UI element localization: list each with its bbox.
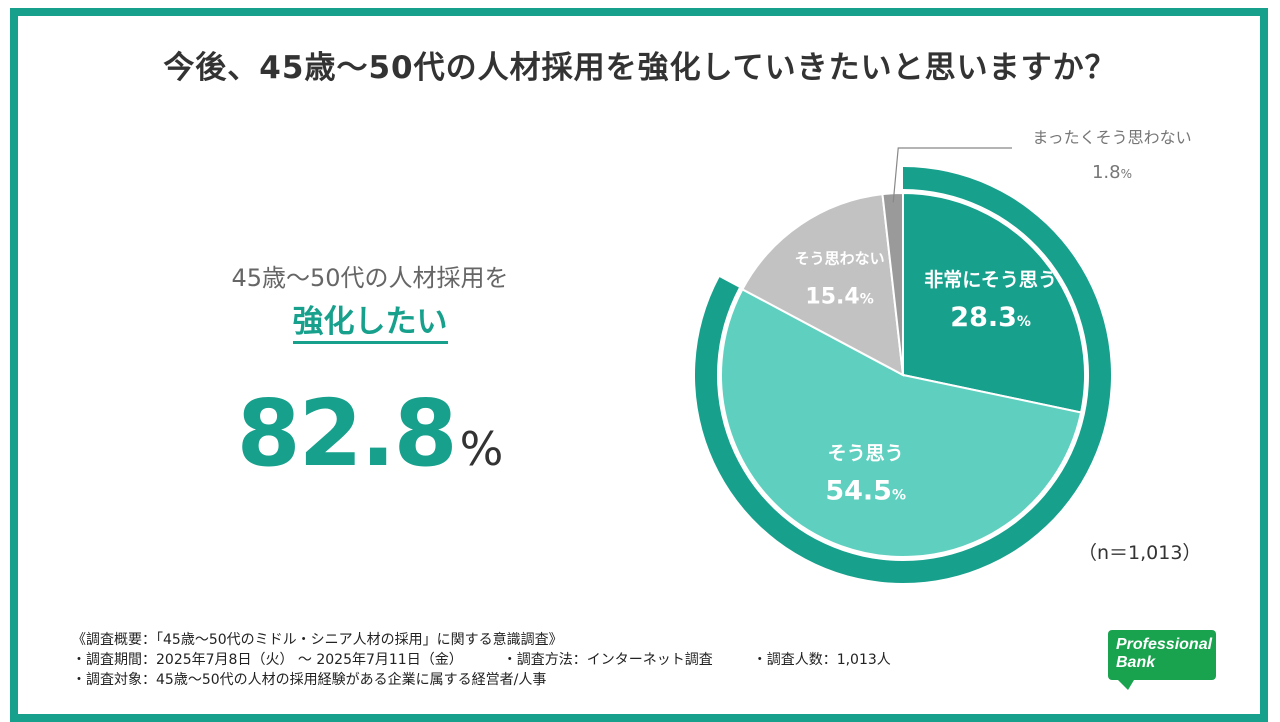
headline-number: 82.8 [236,380,458,487]
slice-unit-3: % [860,292,874,308]
pie-slice-3 [741,193,905,377]
sample-size: （n＝1,013） [1078,542,1202,564]
slice-value-1: 28.3% [950,302,1031,333]
pie-slice-1 [902,191,1086,414]
survey-notes: 《調査概要：「45歳～50代のミドル・シニア人材の採用」に関する意識調査》 ・調… [72,630,891,690]
chart-title: 今後、45歳～50代の人材採用を強化していきたいと思いますか？ [163,50,1117,86]
logo-line-1: Professional [1116,636,1213,653]
note-count: ・調査人数：1,013人 [752,652,891,668]
headline-strong: 強化したい [170,296,570,344]
slice-value-4: 1.8% [1092,162,1132,183]
note-line-3: ・調査対象：45歳～50代の人材の採用経験がある企業に属する経営者/人事 [72,672,547,688]
note-line-2: ・調査期間：2025年7月8日（火） ～ 2025年7月11日（金） ・調査方法：… [72,650,891,670]
pie-slice-2 [719,287,1083,558]
slice-unit-4: % [1121,167,1132,181]
slice-label-1: 非常にそう思う [924,268,1057,291]
headline-strong-text: 強化したい [292,304,448,344]
note-method: ・調査方法：インターネット調査 [502,652,713,668]
headline-sub: 45歳～50代の人材採用を [231,264,509,292]
slice-label-3: そう思わない [795,250,885,268]
slice-label-4: まったくそう思わない [1032,128,1191,147]
pie-slice-4 [881,191,904,376]
leader-line-4 [892,147,1012,203]
logo-line-2: Bank [1116,654,1156,671]
slice-unit-2: % [892,488,906,504]
slice-label-2: そう思う [828,443,904,465]
headline-value: 82.8% [170,380,570,487]
headline-unit: % [459,422,504,476]
professional-bank-logo: Professional Bank [1108,630,1216,690]
note-line-1: 《調査概要：「45歳～50代のミドル・シニア人材の採用」に関する意識調査》 [72,632,563,648]
slice-unit-1: % [1017,314,1031,330]
note-period: ・調査期間：2025年7月8日（火） ～ 2025年7月11日（金） [72,652,463,668]
